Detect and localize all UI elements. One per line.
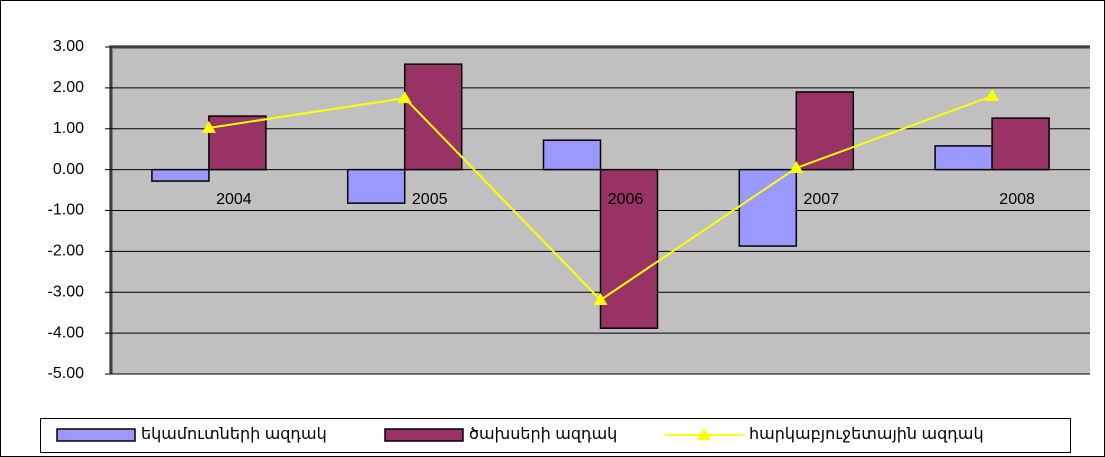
bar: [542, 139, 602, 171]
line-marker: [593, 293, 608, 306]
y-tick-label: -2.00: [48, 243, 85, 260]
legend-label: եկամուտների ազդակ: [141, 426, 327, 443]
legend-label: ծախսերի ազդակ: [469, 426, 617, 443]
y-tick-label: 0.00: [53, 161, 84, 178]
bar: [346, 168, 406, 204]
bar: [599, 168, 659, 329]
legend-swatch: [56, 428, 136, 442]
line-marker: [201, 120, 216, 133]
y-tick-label: -5.00: [48, 365, 85, 382]
x-tick-label: 2008: [999, 191, 1035, 208]
line-marker: [985, 89, 1000, 102]
line-marker: [789, 160, 804, 173]
y-tick-label: 1.00: [53, 120, 84, 137]
x-tick-label: 2007: [804, 191, 840, 208]
bar: [738, 168, 798, 247]
y-tick-label: 3.00: [53, 38, 84, 55]
x-tick-label: 2004: [216, 191, 252, 208]
legend-marker: [697, 428, 711, 440]
bar: [991, 117, 1050, 171]
y-tick-label: -3.00: [48, 283, 85, 300]
bar: [151, 168, 210, 182]
x-tick-label: 2006: [608, 191, 644, 208]
bar: [403, 63, 463, 171]
bar: [208, 115, 267, 171]
y-tick-label: 2.00: [53, 79, 84, 96]
x-tick-label: 2005: [412, 191, 448, 208]
legend: [40, 418, 1071, 453]
line-marker: [397, 91, 412, 104]
legend-swatch: [384, 428, 464, 442]
legend-label: հարկաբյուջետային ազդակ: [749, 426, 984, 443]
y-tick-label: -1.00: [48, 202, 85, 219]
bar: [934, 145, 993, 171]
y-tick-label: -4.00: [48, 324, 85, 341]
